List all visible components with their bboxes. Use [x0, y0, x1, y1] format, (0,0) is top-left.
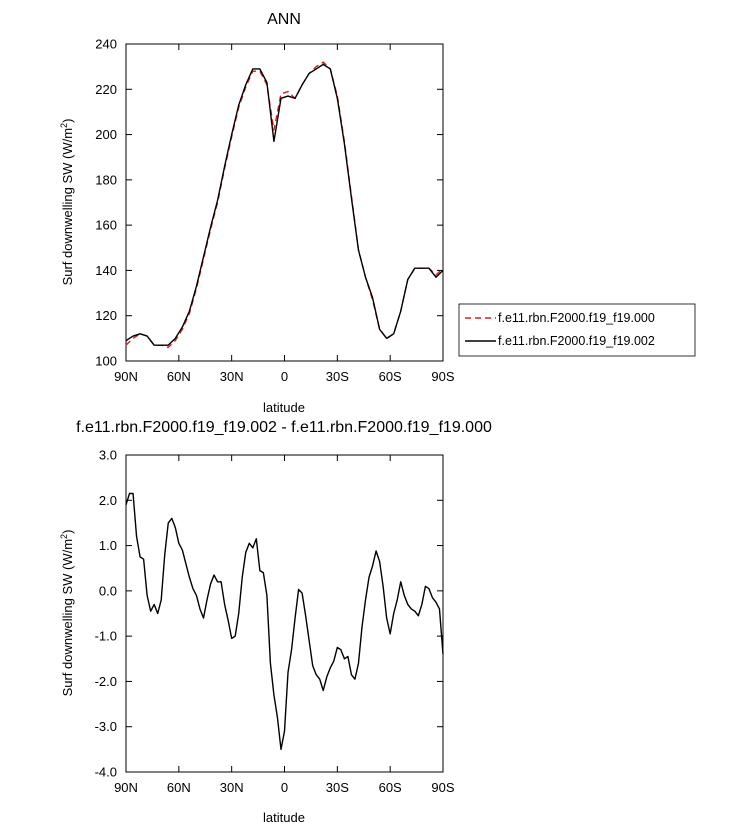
- chart-title: ANN: [267, 11, 301, 28]
- x-tick-label: 30N: [220, 369, 244, 384]
- difference-chart: f.e11.rbn.F2000.f19_f19.002 - f.e11.rbn.…: [59, 419, 492, 825]
- legend: f.e11.rbn.F2000.f19_f19.000 f.e11.rbn.F2…: [458, 303, 696, 357]
- y-axis-ticks: -4.0 -3.0 -2.0 -1.0 0.0 1.0 2.0 3.0: [95, 448, 443, 780]
- x-tick-label: 90S: [431, 369, 454, 384]
- x-tick-label: 30S: [326, 780, 349, 795]
- y-tick-label: -2.0: [95, 674, 117, 689]
- y-tick-label: -4.0: [95, 765, 117, 780]
- y-tick-label: -3.0: [95, 719, 117, 734]
- annual-sw-chart: ANN 100 120 140 160 180 200 220 240 90N 60N 30N 0 3…: [59, 11, 696, 415]
- series-line-2: [125, 63, 444, 346]
- x-tick-label: 90N: [114, 369, 138, 384]
- y-axis-label-sup: 2: [59, 534, 69, 539]
- y-tick-label: 0.0: [99, 583, 117, 598]
- legend-label-002: f.e11.rbn.F2000.f19_f19.002: [498, 334, 655, 348]
- x-tick-label: 90N: [114, 780, 138, 795]
- x-axis-label: latitude: [263, 400, 305, 415]
- x-tick-label: 60S: [379, 780, 402, 795]
- y-axis-label: Surf downwelling SW (W/m2): [59, 530, 75, 697]
- legend-label-000: f.e11.rbn.F2000.f19_f19.000: [498, 311, 655, 325]
- series-lines: [125, 61, 444, 349]
- y-axis-label-sup: 2: [59, 123, 69, 128]
- series-line-1: [125, 61, 444, 349]
- x-tick-label: 60N: [167, 369, 191, 384]
- x-tick-label: 30N: [220, 780, 244, 795]
- legend-box: [458, 303, 696, 357]
- y-axis-ticks: 100 120 140 160 180 200 220 240: [95, 37, 443, 369]
- y-tick-label: 220: [95, 82, 117, 97]
- y-axis-label-main: Surf downwelling SW (W/m: [60, 128, 75, 285]
- y-tick-label: 200: [95, 127, 117, 142]
- y-tick-label: 140: [95, 263, 117, 278]
- x-axis-ticks: 90N 60N 30N 0 30S 60S 90S: [114, 455, 455, 795]
- y-axis-label-tail: ): [60, 119, 75, 123]
- y-tick-label: 100: [95, 354, 117, 369]
- y-tick-label: 2.0: [99, 493, 117, 508]
- x-axis-label: latitude: [263, 810, 305, 825]
- y-tick-label: 3.0: [99, 448, 117, 463]
- x-tick-label: 0: [281, 780, 288, 795]
- x-tick-label: 0: [281, 369, 288, 384]
- y-axis-label-main: Surf downwelling SW (W/m: [60, 539, 75, 696]
- series-line-1: [125, 492, 444, 751]
- y-tick-label: 1.0: [99, 538, 117, 553]
- y-tick-label: 180: [95, 172, 117, 187]
- y-tick-label: 160: [95, 218, 117, 233]
- y-tick-label: 120: [95, 308, 117, 323]
- chart-title: f.e11.rbn.F2000.f19_f19.002 - f.e11.rbn.…: [76, 419, 492, 436]
- y-axis-label-tail: ): [60, 530, 75, 534]
- y-axis-label: Surf downwelling SW (W/m2): [59, 119, 75, 286]
- y-tick-label: 240: [95, 37, 117, 52]
- plot-frame: [125, 43, 444, 362]
- x-tick-label: 30S: [326, 369, 349, 384]
- series-lines: [125, 492, 444, 751]
- x-tick-label: 60S: [379, 369, 402, 384]
- x-tick-label: 60N: [167, 780, 191, 795]
- x-tick-label: 90S: [431, 780, 454, 795]
- y-tick-label: -1.0: [95, 629, 117, 644]
- x-axis-ticks: 90N 60N 30N 0 30S 60S 90S: [114, 44, 455, 384]
